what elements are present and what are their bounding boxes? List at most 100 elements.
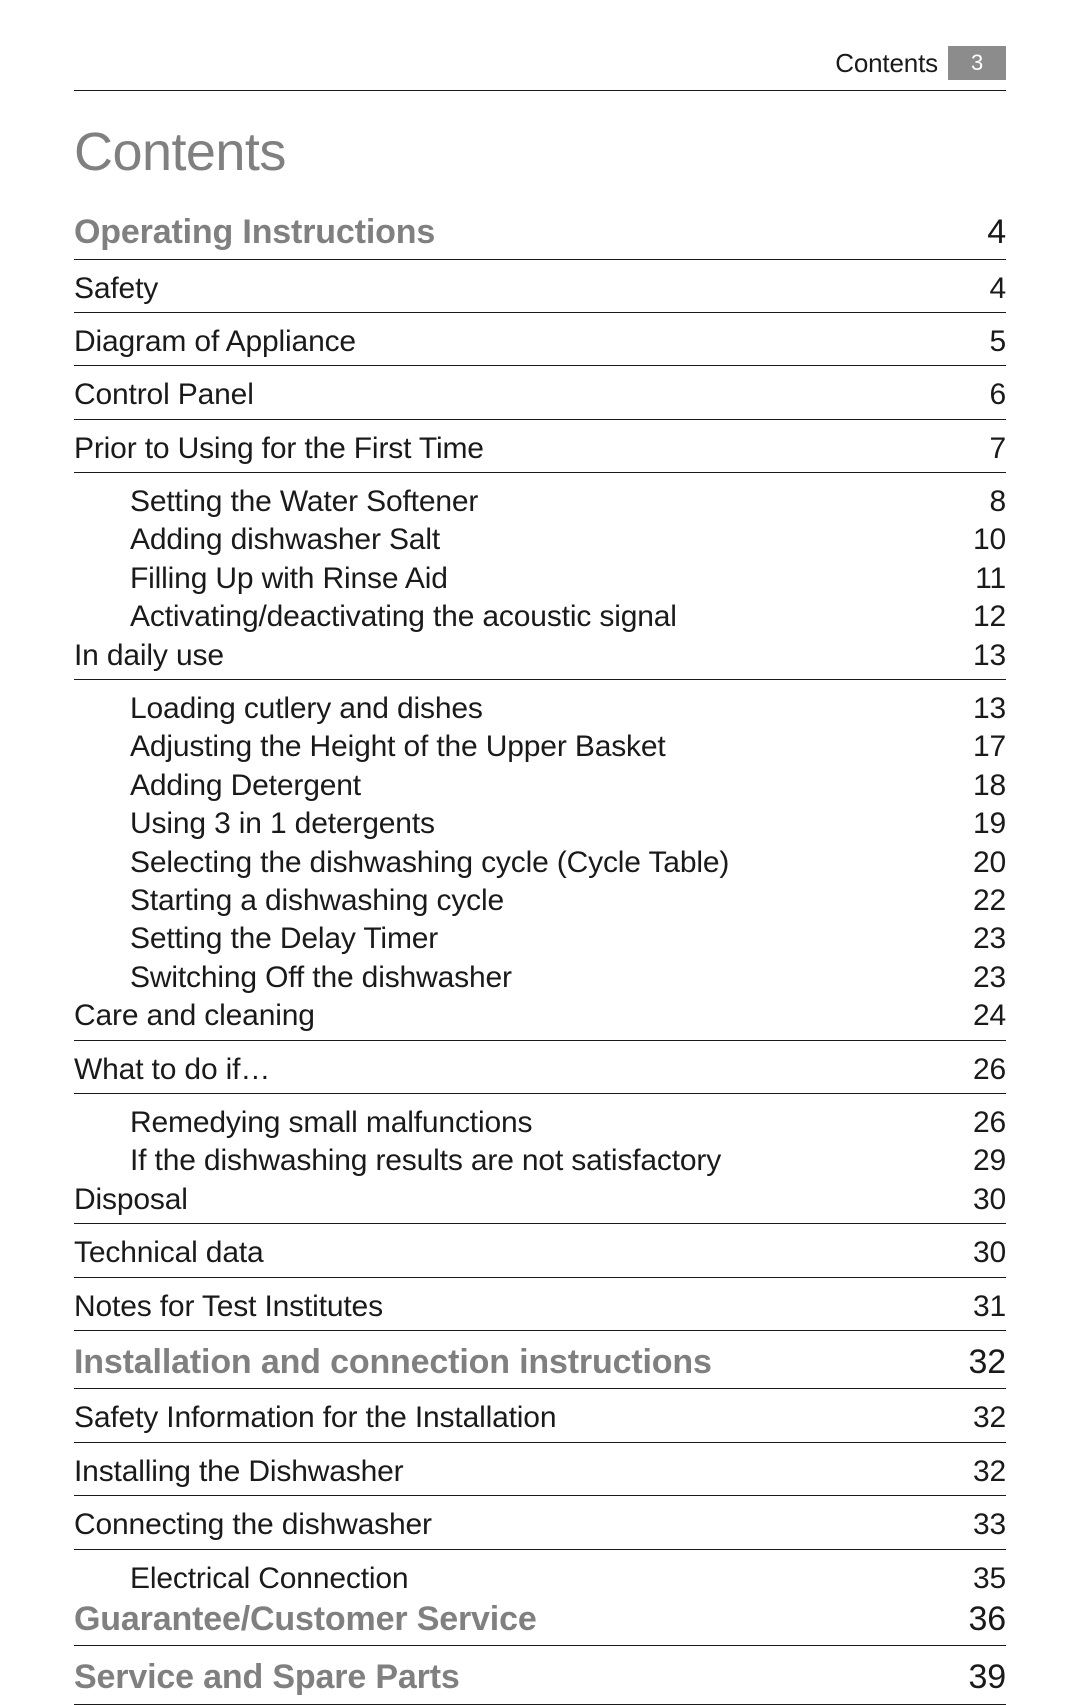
- toc-rule: [74, 472, 1006, 473]
- toc-row[interactable]: If the dishwashing results are not satis…: [74, 1142, 1006, 1180]
- toc-entry-page: 8: [973, 483, 1006, 521]
- toc-row[interactable]: Guarantee/Customer Service36: [74, 1598, 1006, 1642]
- toc-entry-label: Guarantee/Customer Service: [74, 1598, 953, 1642]
- toc-entry-page: 31: [957, 1288, 1006, 1326]
- toc-row[interactable]: Operating Instructions4: [74, 211, 1006, 255]
- toc-entry-page: 10: [957, 521, 1006, 559]
- toc-entry-page: 4: [973, 270, 1006, 308]
- toc-entry-label: Disposal: [74, 1181, 957, 1219]
- toc-entry-page: 33: [957, 1506, 1006, 1544]
- toc-entry-page: 35: [957, 1560, 1006, 1598]
- toc-entry-label: Safety Information for the Installation: [74, 1399, 957, 1437]
- toc-entry-label: Installing the Dishwasher: [74, 1453, 957, 1491]
- toc-entry-label: Adding dishwasher Salt: [74, 521, 957, 559]
- toc-entry-label: Using 3 in 1 detergents: [74, 805, 957, 843]
- page-number-badge: 3: [948, 46, 1006, 80]
- toc-entry-page: 7: [973, 430, 1006, 468]
- toc-entry-label: Notes for Test Institutes: [74, 1288, 957, 1326]
- toc-entry-label: If the dishwashing results are not satis…: [74, 1142, 957, 1180]
- toc-row[interactable]: Care and cleaning24: [74, 997, 1006, 1035]
- toc-entry-page: 23: [957, 959, 1006, 997]
- toc-row[interactable]: Installing the Dishwasher32: [74, 1453, 1006, 1491]
- toc-entry-label: Selecting the dishwashing cycle (Cycle T…: [74, 844, 957, 882]
- toc-row[interactable]: Installation and connection instructions…: [74, 1341, 1006, 1385]
- table-of-contents: Operating Instructions4Safety4Diagram of…: [74, 211, 1006, 1705]
- toc-row[interactable]: Setting the Delay Timer23: [74, 920, 1006, 958]
- toc-entry-label: Starting a dishwashing cycle: [74, 882, 957, 920]
- toc-row[interactable]: Safety4: [74, 270, 1006, 308]
- toc-entry-label: Electrical Connection: [74, 1560, 957, 1598]
- toc-entry-label: In daily use: [74, 637, 957, 675]
- toc-row[interactable]: Using 3 in 1 detergents19: [74, 805, 1006, 843]
- toc-row[interactable]: Safety Information for the Installation3…: [74, 1399, 1006, 1437]
- toc-entry-label: What to do if…: [74, 1051, 957, 1089]
- toc-row[interactable]: Adjusting the Height of the Upper Basket…: [74, 728, 1006, 766]
- toc-entry-label: Switching Off the dishwasher: [74, 959, 957, 997]
- toc-entry-label: Diagram of Appliance: [74, 323, 973, 361]
- toc-row[interactable]: Service and Spare Parts39: [74, 1656, 1006, 1700]
- toc-row[interactable]: Selecting the dishwashing cycle (Cycle T…: [74, 844, 1006, 882]
- toc-rule: [74, 1549, 1006, 1550]
- toc-rule: [74, 1388, 1006, 1389]
- toc-row[interactable]: Adding dishwasher Salt10: [74, 521, 1006, 559]
- toc-row[interactable]: Prior to Using for the First Time7: [74, 430, 1006, 468]
- page: Contents 3 Contents Operating Instructio…: [0, 0, 1080, 1529]
- toc-row[interactable]: Notes for Test Institutes31: [74, 1288, 1006, 1326]
- toc-row[interactable]: Activating/deactivating the acoustic sig…: [74, 598, 1006, 636]
- toc-entry-label: Activating/deactivating the acoustic sig…: [74, 598, 957, 636]
- toc-rule: [74, 312, 1006, 313]
- toc-rule: [74, 1442, 1006, 1443]
- toc-entry-label: Service and Spare Parts: [74, 1656, 953, 1700]
- toc-row[interactable]: Filling Up with Rinse Aid11: [74, 560, 1006, 598]
- toc-entry-page: 24: [957, 997, 1006, 1035]
- toc-entry-page: 19: [957, 805, 1006, 843]
- toc-rule: [74, 1330, 1006, 1331]
- toc-row[interactable]: Electrical Connection35: [74, 1560, 1006, 1598]
- toc-row[interactable]: Technical data30: [74, 1234, 1006, 1272]
- toc-entry-label: Care and cleaning: [74, 997, 957, 1035]
- toc-row[interactable]: Setting the Water Softener8: [74, 483, 1006, 521]
- toc-rule: [74, 419, 1006, 420]
- toc-row[interactable]: Connecting the dishwasher33: [74, 1506, 1006, 1544]
- toc-row[interactable]: Adding Detergent18: [74, 767, 1006, 805]
- toc-row[interactable]: Switching Off the dishwasher23: [74, 959, 1006, 997]
- toc-entry-label: Installation and connection instructions: [74, 1341, 953, 1385]
- toc-entry-page: 20: [957, 844, 1006, 882]
- toc-entry-page: 26: [957, 1051, 1006, 1089]
- toc-rule: [74, 1093, 1006, 1094]
- toc-entry-label: Operating Instructions: [74, 211, 971, 255]
- toc-entry-label: Connecting the dishwasher: [74, 1506, 957, 1544]
- toc-entry-page: 23: [957, 920, 1006, 958]
- toc-row[interactable]: Remedying small malfunctions26: [74, 1104, 1006, 1142]
- toc-entry-page: 13: [957, 690, 1006, 728]
- toc-row[interactable]: Control Panel6: [74, 376, 1006, 414]
- toc-entry-page: 11: [959, 560, 1006, 598]
- toc-rule: [74, 1645, 1006, 1646]
- toc-row[interactable]: Disposal30: [74, 1181, 1006, 1219]
- toc-rule: [74, 1277, 1006, 1278]
- toc-entry-label: Prior to Using for the First Time: [74, 430, 973, 468]
- toc-entry-page: 32: [953, 1341, 1007, 1385]
- toc-row[interactable]: Starting a dishwashing cycle22: [74, 882, 1006, 920]
- toc-entry-label: Loading cutlery and dishes: [74, 690, 957, 728]
- toc-entry-label: Remedying small malfunctions: [74, 1104, 957, 1142]
- toc-entry-page: 26: [957, 1104, 1006, 1142]
- running-head-label: Contents: [835, 48, 938, 79]
- toc-entry-label: Setting the Water Softener: [74, 483, 973, 521]
- toc-row[interactable]: In daily use13: [74, 637, 1006, 675]
- toc-entry-page: 30: [957, 1181, 1006, 1219]
- toc-entry-page: 22: [957, 882, 1006, 920]
- toc-row[interactable]: What to do if…26: [74, 1051, 1006, 1089]
- toc-entry-page: 39: [953, 1656, 1007, 1700]
- toc-row[interactable]: Diagram of Appliance5: [74, 323, 1006, 361]
- toc-entry-page: 32: [957, 1453, 1006, 1491]
- toc-entry-label: Filling Up with Rinse Aid: [74, 560, 959, 598]
- toc-entry-page: 6: [973, 376, 1006, 414]
- running-head: Contents 3: [74, 46, 1006, 80]
- toc-entry-page: 17: [957, 728, 1006, 766]
- toc-entry-label: Adjusting the Height of the Upper Basket: [74, 728, 957, 766]
- toc-row[interactable]: Loading cutlery and dishes13: [74, 690, 1006, 728]
- toc-entry-page: 5: [973, 323, 1006, 361]
- toc-entry-page: 4: [971, 211, 1006, 255]
- toc-rule: [74, 679, 1006, 680]
